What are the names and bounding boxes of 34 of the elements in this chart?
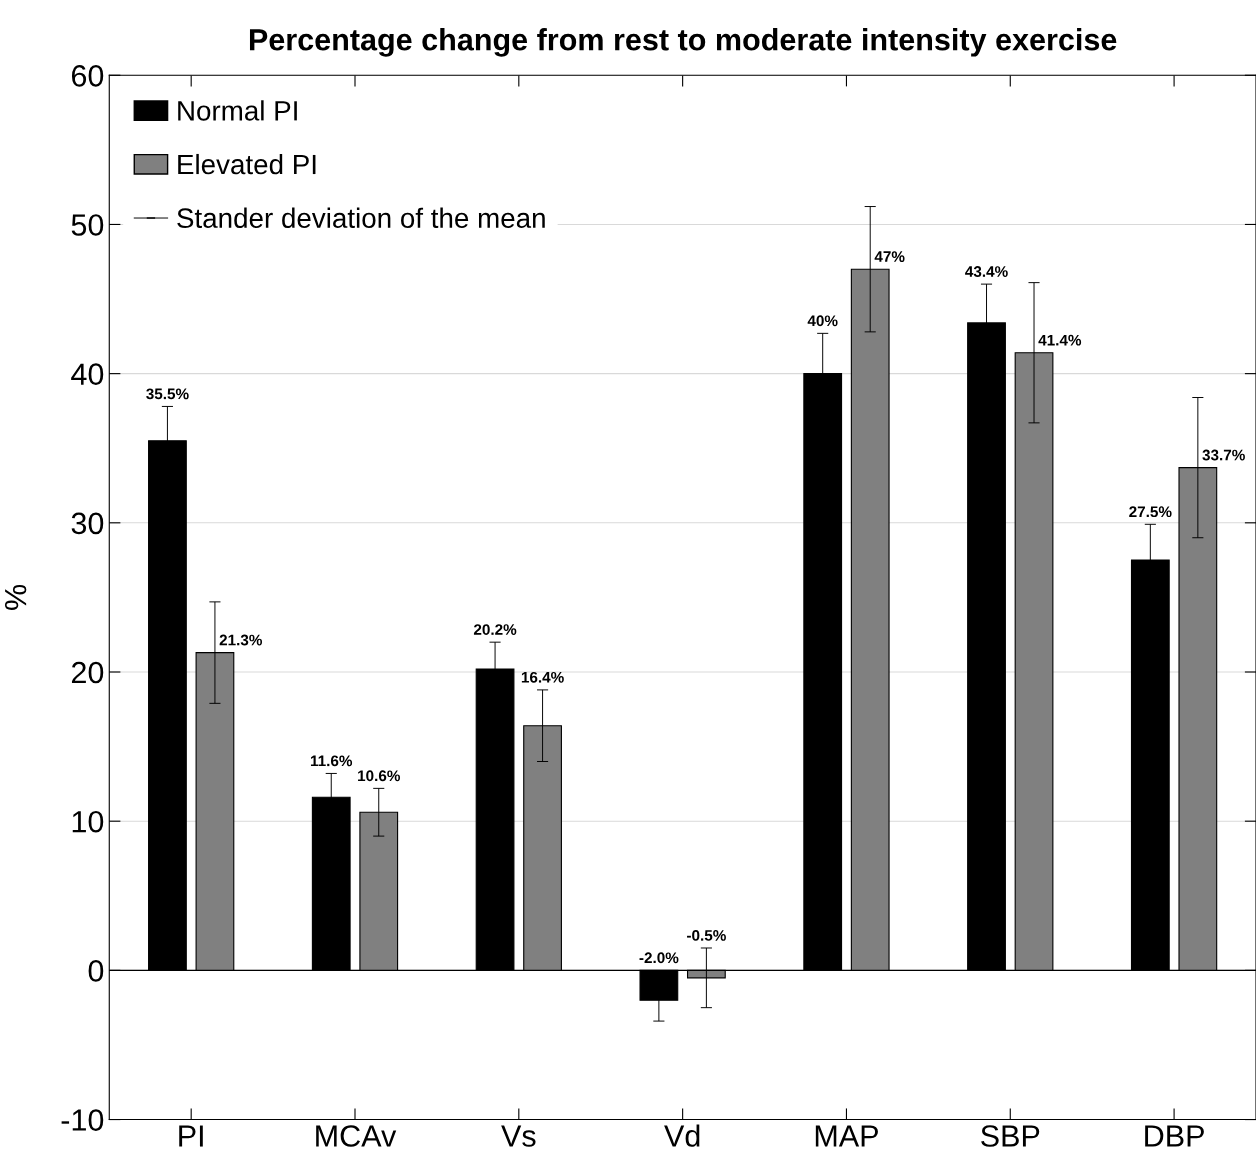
data-label: 10.6% <box>358 770 401 782</box>
chart-title: Percentage change from rest to moderate intensity exercise <box>249 28 1117 57</box>
y-tick-label: 20 <box>71 661 104 684</box>
x-tick-label: SBP <box>981 1125 1040 1147</box>
y-tick-label: 0 <box>88 960 104 982</box>
data-label: 20.2% <box>473 624 517 635</box>
y-tick-label: 30 <box>71 512 104 535</box>
data-label: 11.6% <box>310 755 353 767</box>
legend-label: Normal PI <box>178 100 297 121</box>
data-label: 35.5% <box>146 388 189 400</box>
x-tick-label: Vd <box>664 1124 700 1147</box>
x-tick-label: PI <box>179 1125 203 1147</box>
data-label: 16.4% <box>521 671 564 683</box>
data-label: 40% <box>807 315 838 327</box>
y-tick-label: 50 <box>71 214 104 236</box>
y-tick-label: 40 <box>71 363 104 385</box>
data-label: 21.3% <box>219 634 263 646</box>
data-label: 27.5% <box>1129 506 1172 518</box>
y-tick-label: 60 <box>71 65 104 87</box>
x-tick-label: MAP <box>815 1125 878 1147</box>
x-tick-label: Vs <box>501 1125 536 1147</box>
data-label: 47% <box>874 251 905 262</box>
x-tick-label: DBP <box>1145 1125 1204 1147</box>
data-label: 41.4% <box>1038 334 1082 346</box>
y-tick-label: -10 <box>61 1109 104 1131</box>
y-tick-label: 10 <box>72 810 104 833</box>
data-label: 33.7% <box>1202 449 1245 461</box>
annotation: Stander deviation of the mean <box>177 207 545 229</box>
data-label: -2.0% <box>639 952 679 964</box>
data-label: 43.4% <box>965 266 1008 277</box>
x-tick-label: MCAv <box>316 1125 397 1147</box>
y-axis-title: % <box>4 584 27 610</box>
legend-label: Elevated PI <box>178 153 316 175</box>
data-label: -0.5% <box>687 929 726 941</box>
